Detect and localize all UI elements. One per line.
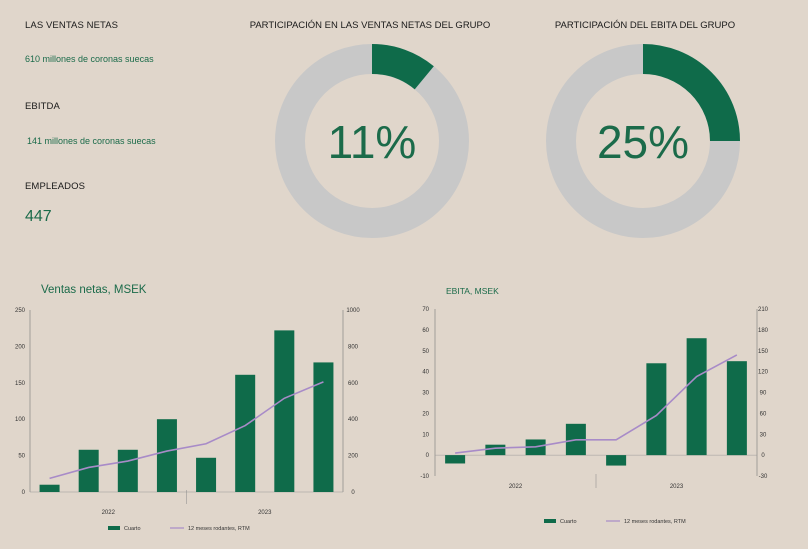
bar [196,457,217,492]
bar [313,362,334,492]
legend-bar-swatch [108,526,120,530]
y-right-tick: -30 [759,474,768,480]
rtm-line [455,354,738,454]
y-left-tick: 150 [15,381,26,387]
y-left-tick: 60 [422,328,429,334]
sales-share-title: PARTICIPACIÓN EN LAS VENTAS NETAS DEL GR… [249,20,491,31]
legend-bar-label: Cuarto [124,526,141,532]
x-year-label: 2022 [509,484,523,490]
bar [606,455,627,466]
sales-share-percent: 11% [328,116,417,168]
net-sales-value: 610 millones de coronas suecas [25,54,154,64]
y-left-tick: 50 [18,454,25,460]
y-left-tick: 70 [422,307,429,313]
bar [726,361,747,456]
y-right-tick: 400 [348,417,359,423]
legend-bar-label: Cuarto [560,519,577,525]
y-right-tick: 0 [761,453,765,459]
ebita-chart-title: EBITA, MSEK [446,286,499,296]
x-year-label: 2023 [670,484,684,490]
y-left-tick: -10 [420,474,429,480]
employees-label: EMPLEADOS [25,181,86,192]
net-sales-chart: 0 50 100 150 200 250 0 200 400 600 800 1000 2022 2023… [15,308,360,532]
legend-line-label: 12 meses rodantes, RTM [624,519,686,525]
y-right-tick: 800 [348,344,359,350]
ebita-share-percent: 25% [597,116,689,168]
y-right-tick: 210 [758,307,769,313]
net-sales-chart-title: Ventas netas, MSEK [41,284,147,296]
employees-value: 447 [25,208,52,225]
ebita-chart: -10 0 10 20 30 40 50 60 70 -30 0 30 60 90 120 150 180 210… [420,307,769,525]
y-left-tick: 20 [422,411,429,417]
y-left-tick: 0 [22,490,26,496]
legend-line-label: 12 meses rodantes, RTM [188,526,250,532]
bar [156,419,177,492]
ebitda-value: 141 millones de coronas suecas [27,136,156,146]
bar [485,444,506,456]
x-year-label: 2022 [102,510,116,516]
sales-share-arc [371,44,434,90]
bar [686,338,707,456]
y-right-tick: 180 [758,328,769,334]
y-left-tick: 200 [15,344,26,350]
y-left-tick: 40 [422,370,429,376]
y-left-tick: 100 [15,417,26,423]
bar [78,449,99,492]
y-right-tick: 30 [760,432,767,438]
rtm-line [49,381,324,480]
y-left-tick: 30 [422,391,429,397]
sales-share-donut: 11% [275,44,469,238]
y-left-tick: 250 [15,308,26,314]
ebita-share-arc [642,44,740,142]
y-left-tick: 0 [426,453,430,459]
y-right-tick: 600 [348,381,359,387]
x-year-label: 2023 [258,510,272,516]
bar [445,455,466,464]
y-right-tick: 1000 [346,308,360,314]
bar [274,330,295,492]
bar [117,449,138,492]
y-right-tick: 0 [351,490,355,496]
y-right-tick: 90 [760,391,767,397]
y-left-tick: 50 [422,349,429,355]
ebita-share-title: PARTICIPACIÓN DEL EBITA DEL GRUPO [554,20,736,31]
y-left-tick: 10 [422,432,429,438]
bar [235,374,256,492]
y-right-tick: 60 [760,411,767,417]
y-right-tick: 200 [348,454,359,460]
ebita-share-donut: 25% [546,44,740,238]
ebitda-label: EBITDA [25,101,60,112]
bar [646,363,667,456]
net-sales-label: LAS VENTAS NETAS [25,20,119,31]
bar [39,484,60,492]
y-right-tick: 150 [758,349,769,355]
legend-bar-swatch [544,519,556,523]
y-right-tick: 120 [758,370,769,376]
